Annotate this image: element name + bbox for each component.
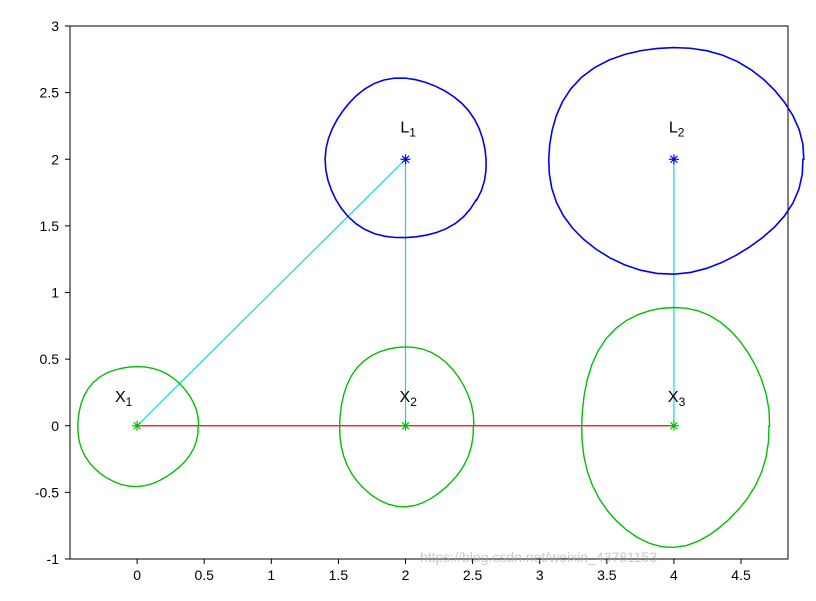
chart-svg: 00.511.522.533.544.5-1-0.500.511.522.53X… bbox=[0, 0, 816, 601]
y-tick-label: 3 bbox=[51, 18, 59, 34]
watermark-text: https://blog.csdn.net/weixin_43781153 bbox=[420, 549, 657, 565]
landmark-L2-marker-icon bbox=[669, 154, 679, 164]
y-tick-label: 2.5 bbox=[40, 85, 60, 101]
pose-X3-marker-icon bbox=[669, 421, 679, 431]
y-tick-label: 0.5 bbox=[40, 351, 60, 367]
pose-X2-marker-icon bbox=[401, 421, 411, 431]
x-tick-label: 3.5 bbox=[597, 567, 617, 583]
x-tick-label: 4 bbox=[670, 567, 678, 583]
x-tick-label: 0.5 bbox=[194, 567, 214, 583]
x-tick-label: 2 bbox=[402, 567, 410, 583]
x-tick-label: 4.5 bbox=[731, 567, 751, 583]
slam-factor-graph-diagram: 00.511.522.533.544.5-1-0.500.511.522.53X… bbox=[0, 0, 816, 601]
y-tick-label: 1.5 bbox=[40, 218, 60, 234]
y-tick-label: 2 bbox=[51, 151, 59, 167]
x-tick-label: 2.5 bbox=[463, 567, 483, 583]
y-tick-label: -1 bbox=[47, 551, 60, 567]
x-tick-label: 3 bbox=[536, 567, 544, 583]
y-tick-label: 0 bbox=[51, 418, 59, 434]
x-tick-label: 1 bbox=[267, 567, 275, 583]
x-tick-label: 1.5 bbox=[329, 567, 349, 583]
y-tick-label: -0.5 bbox=[35, 484, 59, 500]
pose-X1-marker-icon bbox=[132, 421, 142, 431]
landmark-L1-marker-icon bbox=[401, 154, 411, 164]
x-tick-label: 0 bbox=[133, 567, 141, 583]
plot-frame bbox=[70, 26, 788, 559]
y-tick-label: 1 bbox=[51, 285, 59, 301]
